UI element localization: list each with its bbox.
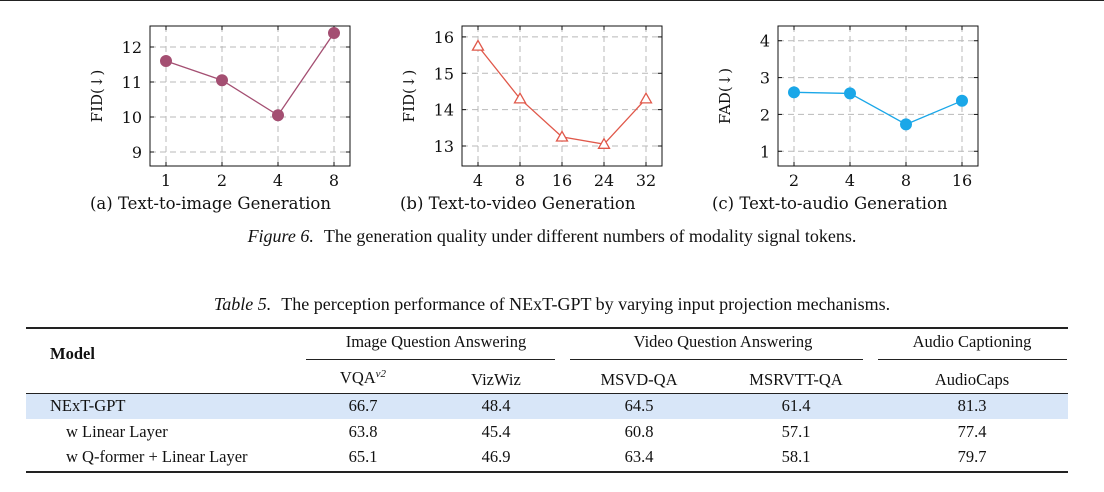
table-mid-rule [26,393,1068,394]
x-tick-label: 16 [552,171,572,190]
y-tick-label: 15 [434,64,454,83]
x-tick-label: 24 [594,171,614,190]
top-rule [0,0,1104,1]
series-line [793,91,963,126]
y-axis-label: FID(↓) [400,70,418,123]
table-cell: 63.8 [348,422,378,441]
table-row-model: w Q-former + Linear Layer [66,447,248,466]
table-cell: 45.4 [481,422,511,441]
x-tick-label: 32 [636,171,656,190]
data-point [513,91,527,104]
data-point [844,87,856,100]
col-header-vqa-sup: v2 [375,368,387,380]
series-line [165,32,335,117]
table-cell: 63.4 [624,447,654,466]
y-tick-label: 2 [760,105,770,124]
subcaption-b: (b) Text-to-video Generation [400,194,636,213]
y-tick-label: 13 [434,137,454,156]
col-header-msrvtt: MSRVTT-QA [749,370,843,389]
group-header-video: Video Question Answering [633,332,813,351]
table-label: Table 5. [213,294,272,314]
x-tick-label: 2 [789,171,799,190]
x-tick-label: 4 [273,171,283,190]
group-rule-image [306,359,555,360]
y-tick-label: 3 [760,69,770,88]
table-cell: 65.1 [348,447,378,466]
col-header-vizwiz: VizWiz [471,370,521,389]
y-tick-label: 10 [122,108,142,127]
data-point [328,27,340,39]
col-header-vqa-base: VQA [339,368,376,387]
subcaption-c: (c) Text-to-audio Generation [712,194,948,213]
y-tick-label: 16 [434,28,454,47]
y-tick-label: 4 [760,32,770,51]
table-cell: 57.1 [781,422,811,441]
data-point [160,55,172,67]
data-point [597,137,611,149]
y-tick-label: 1 [760,142,770,161]
table-cell: 58.1 [781,447,811,466]
plot-frame [149,25,351,167]
data-point [471,39,485,51]
y-axis-label: FID(↓) [88,70,106,123]
table-cell: 81.3 [957,396,987,415]
table-bottom-rule [26,471,1068,473]
y-tick-label: 9 [132,143,142,162]
plot-frame [777,25,979,167]
y-tick-label: 12 [122,38,142,57]
x-tick-label: 8 [515,171,525,190]
table-cell: 79.7 [957,447,987,466]
col-header-msvd: MSVD-QA [600,370,678,389]
x-tick-label: 4 [473,171,483,190]
group-header-image: Image Question Answering [345,332,527,351]
data-point [272,109,284,122]
table-caption-text: The perception performance of NExT-GPT b… [281,294,891,314]
y-tick-label: 11 [122,73,142,92]
x-tick-label: 4 [845,171,855,190]
table-cell: 48.4 [481,396,511,415]
col-header-vqa: VQAv2 [340,368,386,388]
figure-caption: Figure 6. The generation quality under di… [0,226,1104,247]
figure-label: Figure 6. [247,226,314,246]
data-point [216,74,228,87]
y-axis-label: FAD(↓) [716,68,734,124]
table-cell: 60.8 [624,422,654,441]
col-header-audiocaps: AudioCaps [934,370,1010,389]
x-tick-label: 16 [952,171,972,190]
y-tick-label: 14 [434,101,454,120]
table-cell: 61.4 [781,396,811,415]
data-point [956,94,968,107]
data-point [555,130,569,142]
table-row-model: NExT-GPT [50,396,126,415]
data-point [788,86,800,99]
figure-caption-text: The generation quality under different n… [323,226,857,246]
highlight-row-bg [26,394,1068,419]
x-tick-label: 2 [217,171,227,190]
table-row-model: w Linear Layer [66,422,168,441]
chart-text-to-video: 4 8 16 24 32 13 14 15 16 FID(↓) [400,25,663,190]
x-tick-label: 8 [329,171,339,190]
data-point [900,118,912,131]
group-header-audio: Audio Captioning [912,332,1032,351]
table-cell: 64.5 [624,396,654,415]
x-tick-label: 8 [901,171,911,190]
table-top-rule [26,327,1068,329]
data-point [639,91,653,104]
table-cell: 66.7 [348,396,378,415]
x-tick-label: 1 [161,171,171,190]
group-rule-audio [878,359,1067,360]
table-cell: 77.4 [957,422,987,441]
table-caption: Table 5. The perception performance of NE… [0,294,1104,315]
subcaption-a: (a) Text-to-image Generation [90,194,331,213]
group-rule-video [570,359,863,360]
model-header: Model [50,344,95,363]
table-cell: 46.9 [481,447,511,466]
